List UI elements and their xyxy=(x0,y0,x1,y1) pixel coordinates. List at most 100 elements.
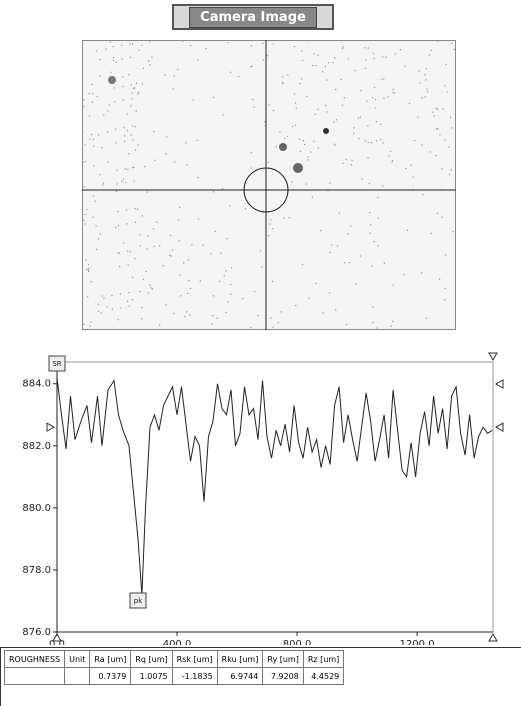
speckle xyxy=(374,99,377,101)
speckle xyxy=(137,91,140,93)
profile-chart: 876.0 878.0 880.0 882.0 884.0 0.0 400.0 800.0 12… xyxy=(22,352,504,645)
speckle xyxy=(107,110,109,112)
speckle xyxy=(350,164,352,166)
camera-image-button[interactable]: Camera Image xyxy=(172,4,334,30)
x-tick-label: 0.0 xyxy=(49,639,65,645)
speckle xyxy=(112,46,114,48)
speckle xyxy=(131,92,133,94)
speckle xyxy=(188,280,190,282)
value-cell: 6.9744 xyxy=(216,667,264,685)
speckle xyxy=(130,105,132,107)
speckle xyxy=(377,196,379,199)
speckle xyxy=(141,44,143,46)
speckle xyxy=(211,323,213,325)
speckle xyxy=(138,49,140,51)
speckle xyxy=(436,108,439,110)
speckle xyxy=(367,157,369,159)
speckle xyxy=(99,173,101,176)
speckle xyxy=(250,327,252,329)
speckle xyxy=(141,83,143,85)
button-label: Camera Image xyxy=(189,6,317,28)
speckle xyxy=(361,178,363,180)
speckle xyxy=(97,134,100,136)
speckle xyxy=(288,217,290,219)
speckle xyxy=(269,223,271,225)
speckle xyxy=(83,219,85,221)
speckle xyxy=(287,74,289,76)
speckle xyxy=(149,64,151,66)
speckle xyxy=(306,95,308,98)
speckle xyxy=(430,232,432,235)
speckle xyxy=(383,97,385,99)
speckle xyxy=(307,156,309,158)
speckle xyxy=(136,208,139,210)
speckle xyxy=(185,142,187,144)
speckle xyxy=(315,282,317,285)
speckle xyxy=(238,75,240,78)
speckle xyxy=(444,139,446,141)
speckle xyxy=(226,238,228,240)
speckle xyxy=(117,252,119,254)
speckle xyxy=(230,293,232,295)
speckle xyxy=(372,321,374,324)
speckle xyxy=(197,176,199,179)
marker xyxy=(494,422,504,433)
header-cell: Rq [um] xyxy=(130,650,173,668)
speckle xyxy=(392,284,394,286)
speckle xyxy=(88,270,90,273)
speckle xyxy=(82,161,85,163)
speckle xyxy=(179,274,181,276)
speckle xyxy=(149,284,151,286)
speckle xyxy=(129,251,131,253)
speckle xyxy=(120,307,122,309)
speckle xyxy=(184,316,186,318)
speckle xyxy=(119,265,121,268)
speckle xyxy=(329,182,331,184)
speckle xyxy=(284,138,286,140)
speckle xyxy=(451,42,453,44)
speckle xyxy=(99,233,101,235)
speckle xyxy=(275,146,277,148)
speckle xyxy=(251,65,253,68)
x-tick-label: 800.0 xyxy=(283,639,312,645)
speckle xyxy=(448,146,450,148)
speckle xyxy=(353,132,355,134)
speckle xyxy=(212,314,214,317)
x-tick-label: 1200.0 xyxy=(400,639,435,645)
speckle xyxy=(131,276,134,279)
speckle xyxy=(250,167,252,169)
speckle xyxy=(132,43,134,45)
speckle xyxy=(115,190,118,192)
speckle xyxy=(121,44,123,46)
speckle xyxy=(364,139,366,142)
speckle xyxy=(131,125,134,127)
speckle xyxy=(345,158,347,161)
speckle xyxy=(390,325,392,327)
speckle xyxy=(113,57,115,59)
header-cell: Rz [um] xyxy=(302,650,345,668)
speckle xyxy=(122,85,124,88)
speckle xyxy=(350,225,352,227)
speckle xyxy=(376,327,378,329)
speckle xyxy=(230,283,232,286)
speckle xyxy=(114,101,116,103)
speckle xyxy=(92,195,95,197)
speckle xyxy=(153,130,155,133)
speckle xyxy=(185,311,188,313)
speckle xyxy=(442,108,444,110)
speckle xyxy=(311,64,314,67)
speckle xyxy=(364,47,366,49)
speckle xyxy=(367,47,369,49)
speckle xyxy=(137,93,139,95)
speckle xyxy=(272,43,274,45)
speckle xyxy=(122,99,124,101)
speckle xyxy=(85,259,87,261)
speckle xyxy=(418,70,420,72)
speckle xyxy=(295,107,297,109)
speckle xyxy=(150,287,152,289)
speckle xyxy=(87,269,89,271)
speckle xyxy=(302,59,304,61)
speckle xyxy=(325,104,327,106)
speckle xyxy=(130,84,132,86)
speckle xyxy=(365,59,367,61)
